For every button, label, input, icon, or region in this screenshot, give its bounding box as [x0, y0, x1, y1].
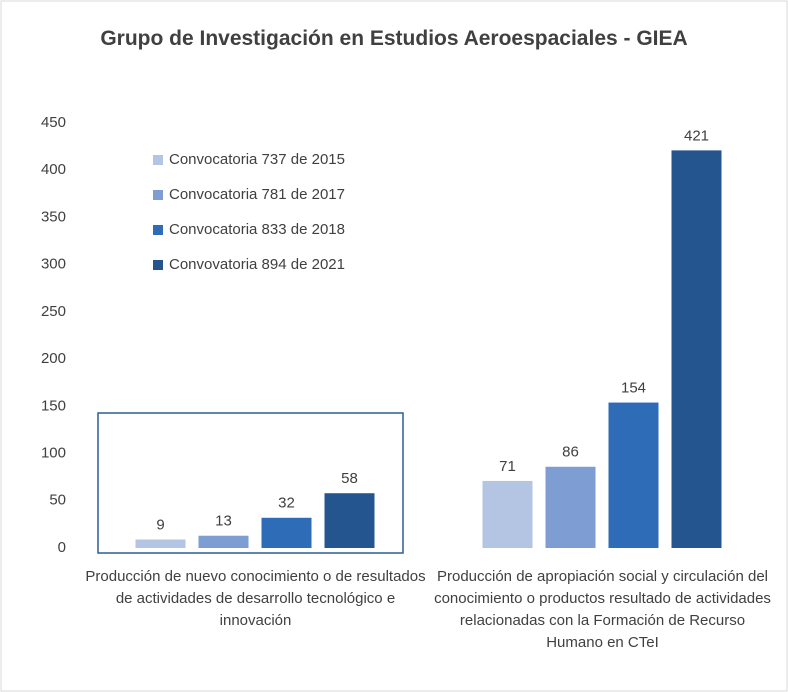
bar [135, 539, 186, 548]
chart-title: Grupo de Investigación en Estudios Aeroe… [100, 27, 688, 50]
x-tick-label: Producción de nuevo conocimiento o de re… [85, 568, 426, 629]
data-label: 9 [156, 516, 164, 533]
data-label: 32 [278, 495, 295, 512]
y-tick-label: 50 [49, 492, 66, 509]
data-label: 421 [684, 127, 709, 144]
y-tick-label: 200 [41, 350, 66, 367]
legend-swatch [153, 260, 163, 270]
bar [198, 535, 249, 548]
data-label: 154 [621, 380, 646, 397]
x-tick-label: Producción de apropiación social y circu… [434, 568, 771, 651]
data-label: 86 [562, 444, 579, 461]
legend-label: Convocatoria 833 de 2018 [169, 221, 345, 238]
y-tick-label: 300 [41, 256, 66, 273]
y-tick-label: 250 [41, 303, 66, 320]
y-tick-label: 450 [41, 114, 66, 131]
legend-label: Convocatoria 781 de 2017 [169, 186, 345, 203]
legend-label: Convocatoria 737 de 2015 [169, 151, 345, 168]
data-label: 71 [499, 458, 516, 475]
data-label: 58 [341, 470, 358, 487]
y-tick-label: 0 [58, 539, 66, 556]
legend-swatch [153, 190, 163, 200]
y-tick-label: 350 [41, 208, 66, 225]
highlight-box [97, 412, 404, 554]
legend-label: Convovatoria 894 de 2021 [169, 256, 345, 273]
bar [482, 480, 533, 548]
bar [608, 402, 659, 548]
y-tick-label: 400 [41, 161, 66, 178]
data-label: 13 [215, 513, 232, 530]
bar [324, 493, 375, 548]
legend-swatch [153, 225, 163, 235]
y-tick-label: 150 [41, 397, 66, 414]
y-tick-label: 100 [41, 445, 66, 462]
bar [671, 150, 722, 548]
bar [261, 517, 312, 548]
bar [545, 466, 596, 548]
legend-swatch [153, 155, 163, 165]
